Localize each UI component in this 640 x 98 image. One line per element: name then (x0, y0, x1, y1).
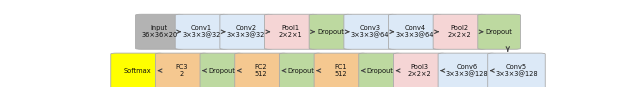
Text: FC1
512: FC1 512 (334, 64, 347, 77)
FancyBboxPatch shape (136, 14, 183, 49)
FancyBboxPatch shape (388, 14, 441, 49)
Text: Conv1
3×3×3@32: Conv1 3×3×3@32 (182, 25, 221, 39)
FancyBboxPatch shape (314, 53, 367, 88)
Text: Dropout: Dropout (367, 68, 394, 74)
Text: Conv3
3×3×3@64: Conv3 3×3×3@64 (351, 25, 389, 39)
Text: Dropout: Dropout (208, 68, 235, 74)
Text: Pool2
2×2×2: Pool2 2×2×2 (447, 25, 471, 38)
FancyBboxPatch shape (433, 14, 486, 49)
Text: Softmax: Softmax (124, 68, 151, 74)
FancyBboxPatch shape (394, 53, 446, 88)
Text: Pool3
2×2×2: Pool3 2×2×2 (408, 64, 431, 77)
FancyBboxPatch shape (309, 14, 352, 49)
Text: Dropout: Dropout (287, 68, 314, 74)
FancyBboxPatch shape (359, 53, 401, 88)
FancyBboxPatch shape (220, 14, 273, 49)
FancyBboxPatch shape (488, 53, 545, 88)
FancyBboxPatch shape (200, 53, 243, 88)
Text: Conv2
3×3×3@32: Conv2 3×3×3@32 (227, 25, 266, 39)
Text: Pool1
2×2×1: Pool1 2×2×1 (279, 25, 303, 38)
FancyBboxPatch shape (478, 14, 520, 49)
Text: Input
36×36×20: Input 36×36×20 (141, 25, 177, 38)
FancyBboxPatch shape (235, 53, 287, 88)
Text: Conv4
3×3×3@64: Conv4 3×3×3@64 (396, 25, 434, 39)
Text: Dropout: Dropout (486, 29, 513, 35)
Text: FC2
512: FC2 512 (255, 64, 268, 77)
FancyBboxPatch shape (175, 14, 228, 49)
FancyBboxPatch shape (111, 53, 163, 88)
Text: Dropout: Dropout (317, 29, 344, 35)
FancyBboxPatch shape (344, 14, 396, 49)
FancyBboxPatch shape (264, 14, 317, 49)
FancyBboxPatch shape (438, 53, 495, 88)
FancyBboxPatch shape (156, 53, 208, 88)
Text: Conv6
3×3×3@128: Conv6 3×3×3@128 (445, 64, 488, 77)
Text: Conv5
3×3×3@128: Conv5 3×3×3@128 (495, 64, 538, 77)
FancyBboxPatch shape (280, 53, 322, 88)
Text: FC3
2: FC3 2 (175, 64, 188, 77)
